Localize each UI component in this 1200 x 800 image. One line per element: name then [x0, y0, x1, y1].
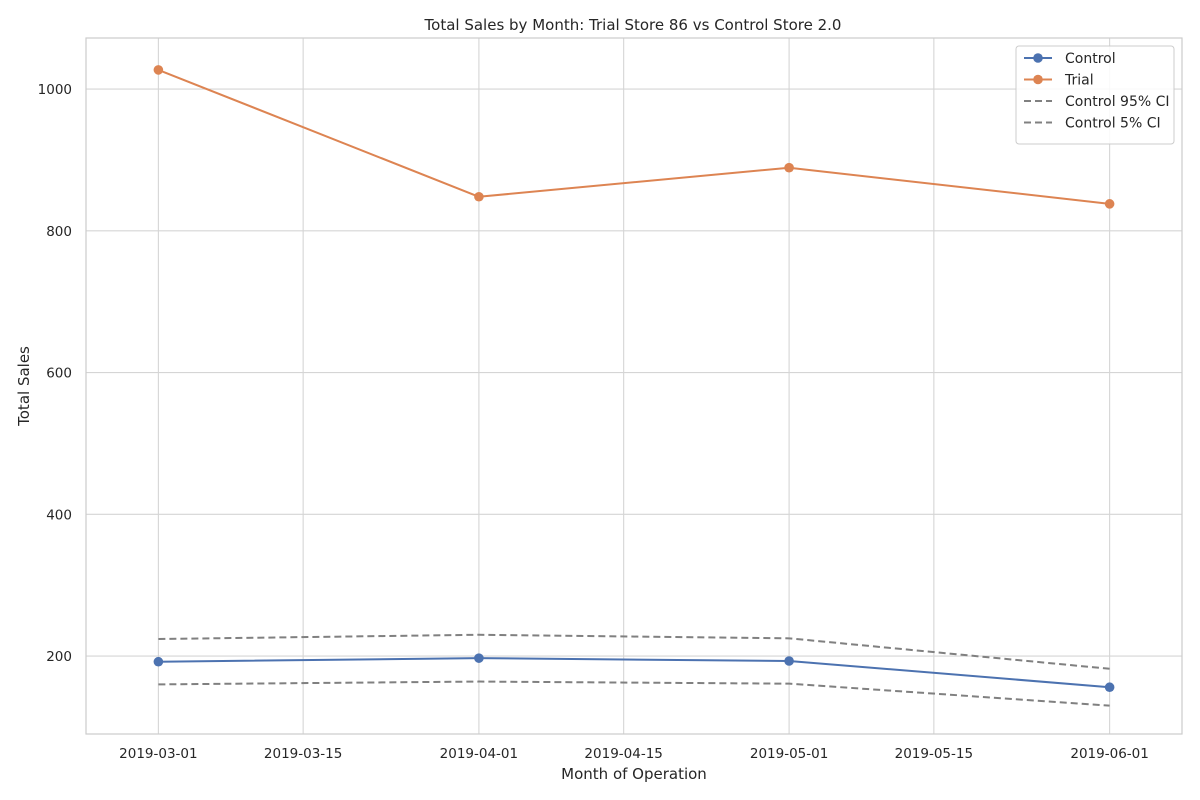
legend-label-control-5-ci: Control 5% CI: [1065, 116, 1161, 132]
legend-label-control-95-ci: Control 95% CI: [1065, 94, 1170, 110]
data-point-control: [474, 653, 484, 663]
legend: Control Trial Control 95% CI Control 5% CI: [1015, 45, 1175, 145]
x-tick-label: 2019-06-01: [1070, 746, 1148, 762]
legend-label-control: Control: [1065, 51, 1116, 67]
data-point-trial: [153, 65, 164, 75]
series-line-control-5-ci: [158, 680, 1110, 707]
x-tick-label: 2019-04-01: [440, 746, 518, 762]
data-point-trial: [784, 162, 794, 173]
legend-marker-control: [1033, 53, 1043, 63]
y-tick-label: 200: [46, 649, 72, 665]
x-tick-label: 2019-03-15: [264, 746, 342, 762]
series-line-control-95-ci: [158, 633, 1110, 670]
x-axis-label: Month of Operation: [561, 765, 707, 783]
series-line-control: [158, 657, 1110, 689]
series-line-trial: [158, 68, 1110, 205]
y-tick-label: 800: [46, 224, 72, 240]
x-tick-label: 2019-05-15: [895, 746, 973, 762]
legend-marker-trial: [1033, 74, 1043, 85]
x-tick-label: 2019-04-15: [584, 746, 662, 762]
y-tick-label: 600: [46, 366, 72, 382]
y-tick-label: 400: [46, 507, 72, 523]
x-tick-label: 2019-05-01: [750, 746, 828, 762]
plot-frame: [85, 37, 1183, 735]
grid: [86, 38, 1182, 734]
x-axis-ticks: 2019-03-01 2019-03-15 2019-04-01 2019-04-15…: [119, 746, 1149, 762]
data-point-control: [784, 656, 794, 666]
x-tick-label: 2019-03-01: [119, 746, 197, 762]
y-axis-label: Total Sales: [15, 346, 33, 427]
series-layer: [153, 65, 1115, 707]
data-point-trial: [474, 191, 484, 202]
legend-box: [1015, 45, 1175, 145]
data-point-trial: [1104, 199, 1115, 209]
data-point-control: [153, 656, 164, 667]
legend-label-trial: Trial: [1064, 73, 1094, 89]
chart-title: Total Sales by Month: Trial Store 86 vs …: [424, 16, 842, 34]
data-point-control: [1104, 682, 1115, 693]
y-tick-label: 1000: [38, 82, 72, 98]
y-axis-ticks: 200 400 600 800 1000: [38, 82, 72, 665]
